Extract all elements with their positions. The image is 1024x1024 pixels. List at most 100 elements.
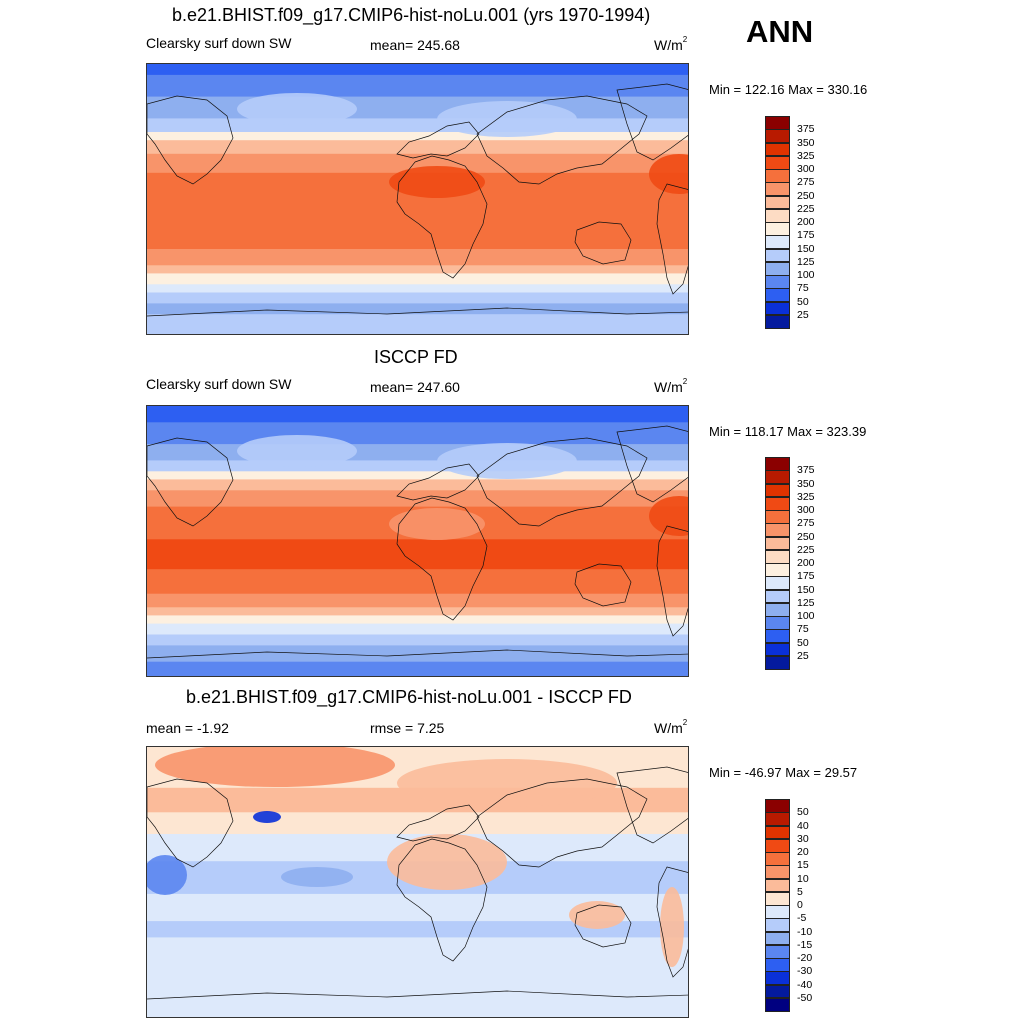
coastline	[574, 221, 632, 265]
field-band	[147, 314, 688, 334]
colorbar-label: -20	[797, 952, 813, 964]
field-band	[147, 661, 688, 676]
colorbar-swatch	[765, 155, 790, 170]
season-label: ANN	[746, 14, 814, 49]
panel-3-mean: mean = -1.92	[146, 720, 229, 736]
colorbar-label: 275	[797, 517, 815, 530]
colorbar-swatch	[765, 288, 790, 303]
colorbar-swatch	[765, 563, 790, 577]
colorbar-label: -15	[797, 938, 813, 951]
colorbar-label: 75	[797, 623, 809, 636]
field-blob	[437, 443, 577, 479]
colorbar-label: 350	[797, 477, 815, 490]
colorbar-swatch	[765, 129, 790, 144]
colorbar-label: 350	[797, 136, 815, 149]
colorbar-label: 375	[797, 123, 815, 136]
colorbar-label: 300	[797, 163, 815, 175]
field-blob	[437, 101, 577, 137]
colorbar-label: 250	[797, 530, 815, 543]
colorbar-swatch	[765, 642, 790, 657]
colorbar-swatch	[765, 799, 790, 813]
colorbar-swatch	[765, 457, 790, 471]
colorbar-swatch	[765, 958, 790, 972]
colorbar-swatch	[765, 195, 790, 210]
colorbar-label: 75	[797, 282, 809, 295]
coastline	[396, 463, 480, 501]
colorbar-label: -40	[797, 978, 813, 991]
colorbar-swatch	[765, 142, 790, 157]
field-blob	[389, 508, 485, 540]
colorbar-label: 20	[797, 846, 809, 858]
field-band	[147, 634, 688, 646]
coastline	[574, 904, 632, 948]
colorbar-swatch	[765, 536, 790, 551]
panel-1-minmax: Min = 122.16 Max = 330.16	[709, 82, 868, 97]
colorbar-swatch	[765, 655, 790, 670]
colorbar-swatch	[765, 984, 790, 999]
colorbar-label: -50	[797, 991, 813, 1004]
colorbar-label: 325	[797, 149, 815, 162]
colorbar-swatch	[765, 905, 790, 919]
field-band	[147, 292, 688, 304]
colorbar-swatch	[765, 931, 790, 946]
panel-2-variable: Clearsky surf down SW	[146, 376, 292, 392]
coastline	[616, 425, 688, 503]
coastline	[396, 804, 480, 842]
coastline	[147, 437, 234, 527]
field-band	[147, 921, 688, 938]
colorbar-label: 100	[797, 269, 815, 281]
panel-3-minmax: Min = -46.97 Max = 29.57	[709, 765, 858, 780]
colorbar-swatch	[765, 470, 790, 485]
coastline	[476, 437, 648, 527]
panel-1-variable: Clearsky surf down SW	[146, 35, 292, 51]
field-blob	[660, 887, 684, 967]
colorbar-swatch	[765, 971, 790, 986]
colorbar-label: 50	[797, 295, 809, 308]
panel-2-units: W/m2	[654, 377, 688, 395]
colorbar-swatch	[765, 865, 790, 880]
coastline	[147, 778, 234, 868]
field-blob	[397, 759, 617, 807]
colorbar-label: 175	[797, 570, 815, 583]
field-blob	[155, 747, 395, 787]
coastline	[396, 121, 480, 159]
colorbar-swatch	[765, 275, 790, 289]
colorbar-label: 25	[797, 649, 809, 662]
field-band	[147, 284, 688, 293]
field-band	[147, 64, 688, 76]
field-band	[147, 249, 688, 266]
panel-2-minmax: Min = 118.17 Max = 323.39	[709, 424, 867, 439]
field-band	[147, 471, 688, 480]
field-band	[147, 645, 688, 663]
colorbar-label: 200	[797, 216, 815, 228]
colorbar-swatch	[765, 852, 790, 866]
coastline	[147, 990, 688, 1000]
colorbar-swatch	[765, 235, 790, 250]
colorbar-label: -10	[797, 925, 813, 938]
colorbar-swatch	[765, 182, 790, 197]
colorbar-label: 275	[797, 176, 815, 189]
panel-3-map	[146, 746, 689, 1018]
field-band	[147, 153, 688, 174]
colorbar-swatch	[765, 208, 790, 223]
coastline	[656, 866, 688, 978]
colorbar-label: 50	[797, 636, 809, 649]
field-blob	[237, 435, 357, 467]
field-band	[147, 937, 688, 1017]
colorbar-swatch	[765, 997, 790, 1012]
panel-2-title: ISCCP FD	[374, 347, 458, 367]
colorbar-label: 150	[797, 583, 815, 596]
colorbar-swatch	[765, 510, 790, 524]
colorbar-swatch	[765, 523, 790, 538]
field-blob	[649, 154, 688, 194]
panel-2-map	[146, 405, 689, 677]
colorbar-swatch	[765, 248, 790, 263]
colorbar-label: 15	[797, 859, 809, 872]
colorbar-label: 125	[797, 255, 815, 268]
panel-1-units: W/m2	[654, 35, 688, 53]
coastline	[616, 766, 688, 844]
colorbar-label: 5	[797, 885, 803, 898]
colorbar-swatch	[765, 589, 790, 604]
colorbar-label: 300	[797, 504, 815, 516]
colorbar-swatch	[765, 944, 790, 959]
